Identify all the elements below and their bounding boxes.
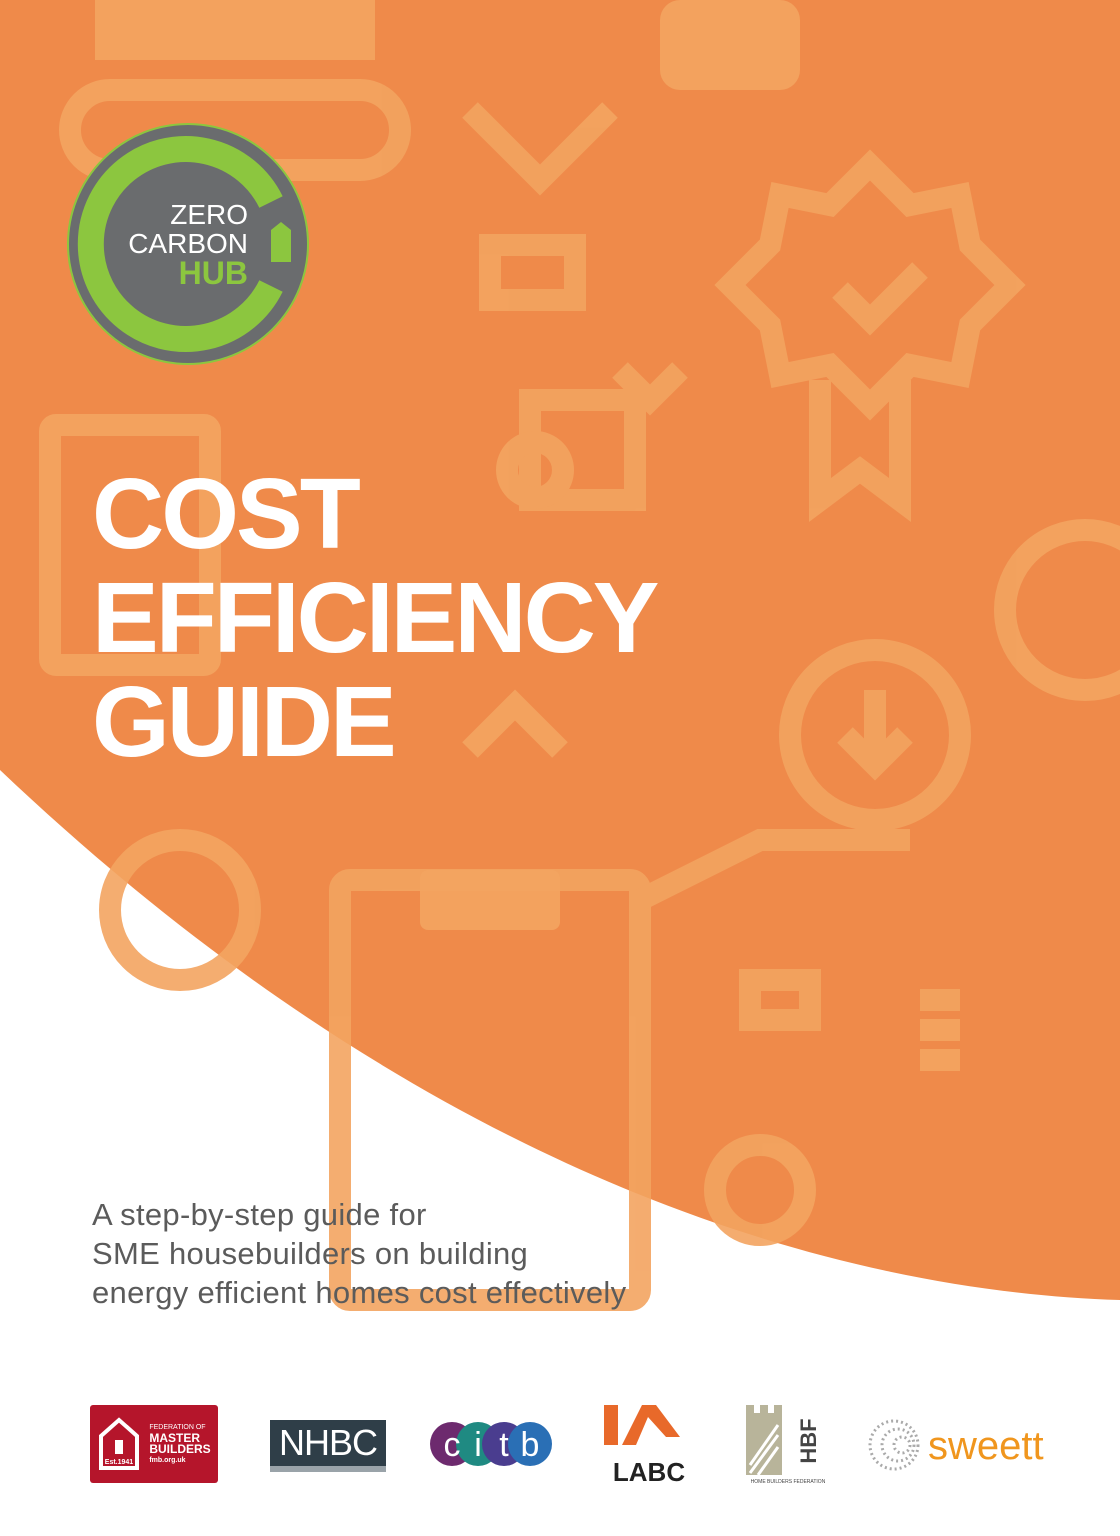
svg-text:HUB: HUB (179, 255, 248, 291)
stopwatch-icon (99, 829, 261, 991)
nhbc-logo: NHBC (270, 1420, 386, 1472)
coins-icon (496, 431, 574, 509)
download-icon (779, 639, 971, 831)
check-icon (832, 262, 928, 336)
stopwatch-icon (704, 1134, 816, 1246)
hand-icon (635, 829, 910, 910)
document-subtitle: A step-by-step guide for SME housebuilde… (92, 1195, 626, 1312)
subtitle-line: A step-by-step guide for (92, 1197, 427, 1232)
monitor-icon (479, 234, 586, 311)
svg-text:sweett: sweett (928, 1424, 1044, 1468)
svg-text:HOME BUILDERS FEDERATION: HOME BUILDERS FEDERATION (751, 1479, 826, 1485)
subtitle-line: energy efficient homes cost effectively (92, 1275, 627, 1310)
svg-text:CARBON: CARBON (128, 228, 248, 259)
svg-text:HBF: HBF (796, 1418, 821, 1463)
check-icon (462, 102, 618, 196)
hbf-logo: HBF HOME BUILDERS FEDERATION (746, 1405, 826, 1485)
zero-carbon-hub-logo: ZERO CARBON HUB (67, 123, 309, 365)
stopwatch-icon (994, 519, 1120, 701)
chevron-up-icon (462, 689, 568, 758)
svg-text:ZERO: ZERO (170, 199, 248, 230)
bulb-icon (920, 989, 960, 1071)
svg-text:b: b (521, 1426, 540, 1464)
subtitle-line: SME housebuilders on building (92, 1236, 529, 1271)
handshake-icon (660, 0, 800, 90)
svg-text:t: t (499, 1426, 509, 1464)
document-title: COST EFFICIENCY GUIDE (92, 458, 659, 778)
svg-text:i: i (474, 1426, 482, 1464)
title-line: GUIDE (92, 666, 397, 778)
title-line: EFFICIENCY (92, 562, 659, 674)
house-icon: Est.1941 (99, 1417, 140, 1470)
title-line: COST (92, 458, 361, 570)
award-icon (714, 149, 1026, 421)
clipboard-icon (39, 414, 221, 676)
decorative-icons (39, 79, 1120, 1311)
svg-text:LABC: LABC (613, 1457, 685, 1485)
labc-logo: LABC (604, 1405, 685, 1485)
fmb-established: Est.1941 (105, 1459, 134, 1466)
monitor-icon (739, 969, 821, 1031)
fmb-logo: Est.1941 FEDERATION OF MASTER BUILDERS f… (90, 1405, 218, 1483)
sweett-logo: sweett (868, 1419, 1044, 1471)
svg-text:c: c (444, 1426, 461, 1464)
